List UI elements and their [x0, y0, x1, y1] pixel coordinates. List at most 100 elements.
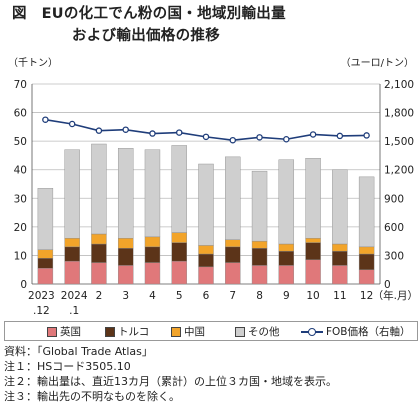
legend-item-fob: FOB価格（右軸）	[301, 324, 411, 339]
legend-label-turkey: トルコ	[118, 326, 150, 338]
bar-segment-0	[358, 269, 375, 285]
bar-segment-2	[251, 240, 268, 249]
note-3: 注３：輸出先の不明なものを除く。	[4, 390, 180, 403]
legend-swatch-uk	[47, 326, 57, 337]
bar-segment-0	[117, 265, 134, 285]
bar-segment-2	[278, 243, 295, 252]
legend-swatch-turkey	[105, 326, 115, 337]
bar-segment-3	[305, 158, 321, 239]
y-right-tick-label: 1,200	[384, 165, 414, 177]
bar-segment-0	[64, 260, 80, 285]
bar-segment-3	[225, 156, 241, 240]
bar-segment-0	[144, 262, 161, 285]
legend-item-turkey: トルコ	[105, 324, 149, 339]
y-right-tick-label: 0	[384, 279, 391, 291]
fob-price-point	[336, 132, 344, 140]
y-left-tick-label: 70	[14, 79, 27, 91]
x-tick-label: 2024	[61, 290, 88, 302]
bar-segment-1	[198, 253, 214, 268]
fob-price-point	[42, 116, 49, 123]
left-axis-unit: （千トン）	[8, 58, 58, 69]
bar-segment-0	[91, 262, 107, 285]
legend-swatch-other	[235, 326, 245, 337]
x-tick-label: 7	[229, 290, 236, 302]
bar-segment-2	[305, 238, 321, 243]
bar-segment-2	[144, 236, 161, 248]
bar-segment-2	[37, 249, 54, 259]
bar-segment-1	[225, 246, 241, 263]
note-2: 注２：輸出量は、直近13カ月（累計）の上位３カ国・地域を表示。	[4, 375, 337, 388]
bar-segment-0	[225, 262, 241, 285]
legend-swatch-china	[171, 326, 181, 337]
y-right-tick-label: 300	[384, 250, 404, 262]
bar-segment-1	[171, 242, 187, 262]
y-left-tick-label: 10	[14, 250, 27, 262]
bar-segment-3	[278, 159, 295, 245]
fob-price-point	[68, 120, 76, 128]
y-left-tick-label: 20	[14, 222, 27, 234]
chart-legend: 英国 トルコ 中国 その他 FOB価格（右軸）	[4, 321, 418, 341]
chart-title-line2: および輸出価格の推移	[72, 28, 220, 44]
x-tick-label: 2	[96, 290, 103, 302]
bar-segment-2	[332, 243, 348, 252]
note-source: 資料：「Global Trade Atlas」	[4, 345, 153, 358]
y-left-tick-label: 30	[14, 193, 27, 205]
bar-segment-0	[198, 266, 214, 285]
fob-price-point	[363, 132, 370, 139]
fob-price-point	[283, 135, 290, 143]
chart-title-line1: 図 EUの化工でん粉の国・地域別輸出量	[12, 6, 286, 22]
legend-label-fob: FOB価格（右軸）	[326, 326, 411, 338]
chart-plot: 0 10 20 30 40 50 60 70 0 300 600 900 1,200 1,500 1,800…	[14, 79, 418, 317]
x-tick-label: 6	[203, 290, 210, 302]
bar-segment-0	[171, 260, 187, 285]
fob-price-point	[202, 133, 210, 141]
fob-price-point	[256, 134, 263, 141]
bar-segment-3	[358, 176, 375, 248]
bar-segment-1	[64, 246, 80, 262]
legend-line-swatch-fob	[301, 327, 323, 337]
bar-segment-2	[198, 245, 214, 255]
bar-segment-2	[117, 238, 134, 249]
y-left-tick-label: 60	[14, 108, 27, 120]
y-right-tick-label: 1,800	[384, 108, 414, 120]
bar-segment-3	[332, 169, 348, 245]
fob-price-point	[309, 131, 317, 138]
bar-segment-2	[225, 239, 241, 248]
x-tick-sublabel: .1	[69, 305, 79, 317]
x-tick-label: 10	[306, 290, 319, 302]
bar-segment-1	[358, 253, 375, 270]
legend-item-china: 中国	[171, 324, 205, 339]
x-tick-label: 12	[360, 290, 373, 302]
bar-segment-0	[278, 265, 295, 285]
x-tick-label: 3	[122, 290, 129, 302]
bar-segment-1	[332, 250, 348, 266]
bar-segment-1	[37, 258, 54, 269]
y-right-tick-label: 1,500	[384, 136, 414, 148]
fob-price-point	[175, 129, 183, 136]
y-right-tick-label: 900	[384, 193, 404, 205]
x-tick-label: 11	[333, 290, 346, 302]
bar-segment-1	[144, 246, 161, 263]
bar-segment-3	[198, 163, 214, 246]
fob-price-point	[122, 126, 129, 133]
fob-price-point	[229, 136, 237, 144]
bar-segment-3	[117, 148, 134, 239]
bar-segment-2	[91, 233, 107, 245]
legend-label-china: 中国	[184, 326, 205, 338]
bar-segment-2	[358, 246, 375, 255]
y-right-tick-label: 600	[384, 222, 404, 234]
bar-segment-0	[37, 268, 54, 285]
x-tick-label: 5	[176, 290, 183, 302]
y-left-tick-label: 40	[14, 165, 27, 177]
x-tick-label: 4	[149, 290, 156, 302]
bar-segment-3	[64, 149, 80, 239]
bar-segment-1	[305, 242, 321, 260]
y-left-tick-label: 0	[20, 279, 27, 291]
legend-item-uk: 英国	[47, 324, 81, 339]
legend-label-other: その他	[248, 326, 280, 338]
bar-segment-1	[251, 248, 268, 266]
bar-segment-1	[117, 248, 134, 266]
bar-segment-3	[37, 188, 54, 250]
bar-segment-3	[144, 149, 161, 238]
notes: 資料：「Global Trade Atlas」 注１：HSコード3505.10 …	[4, 344, 337, 404]
